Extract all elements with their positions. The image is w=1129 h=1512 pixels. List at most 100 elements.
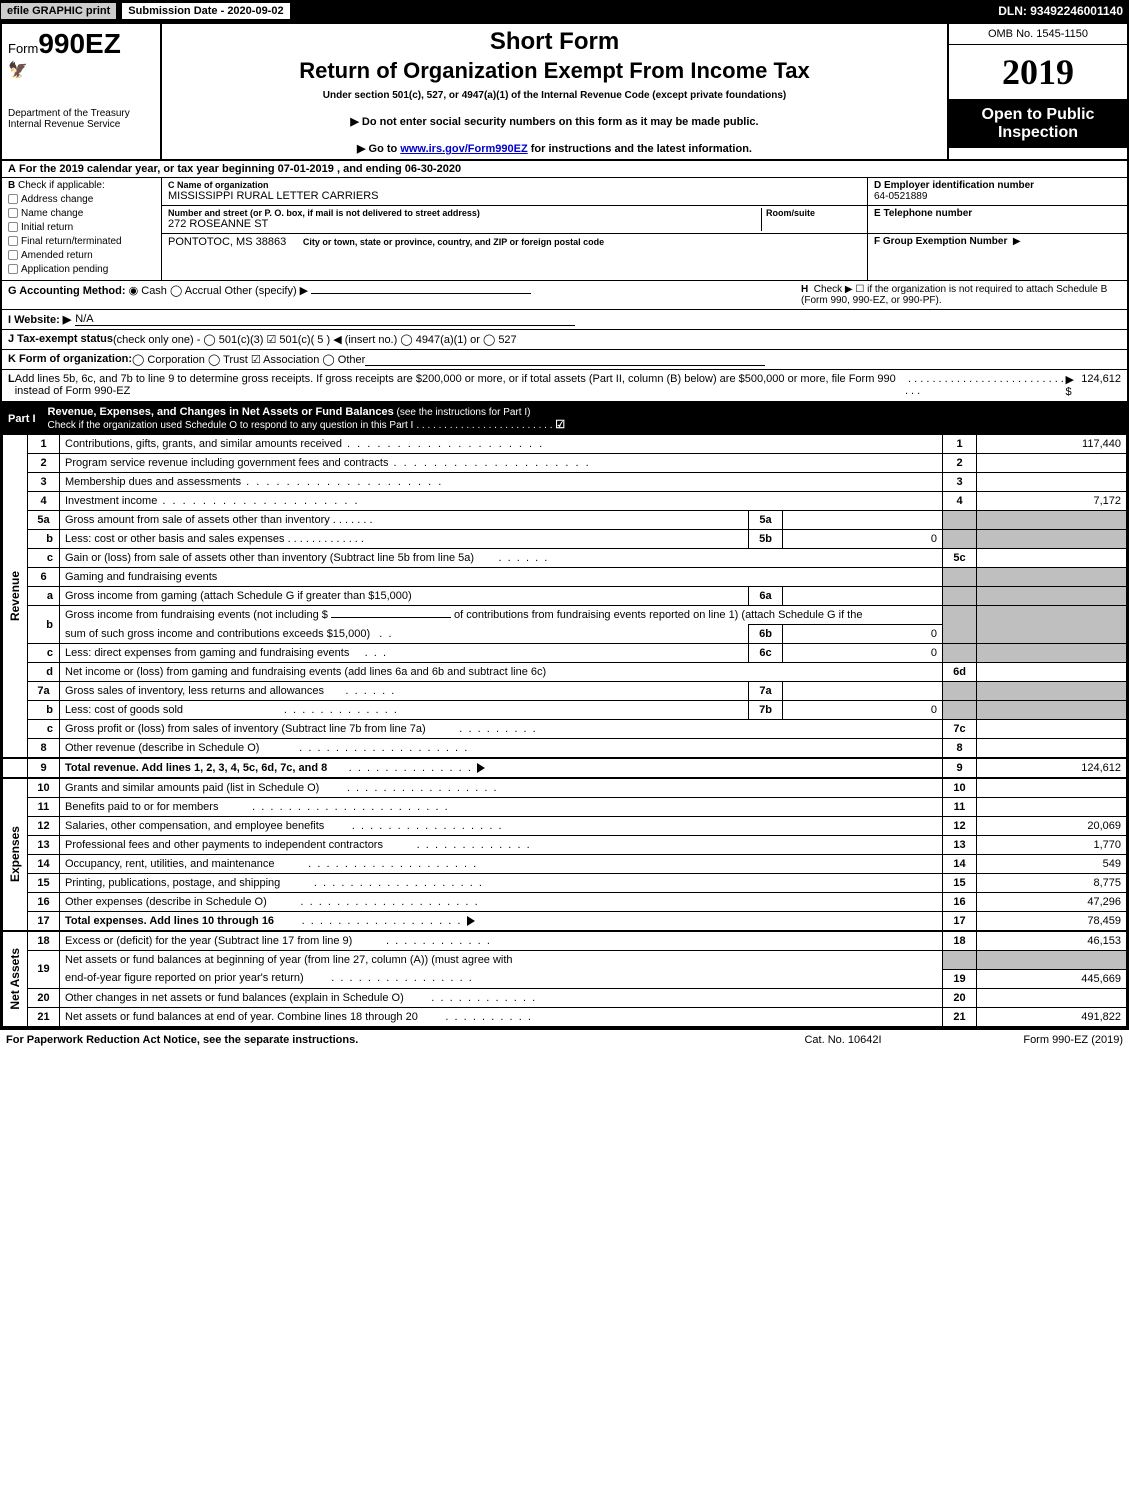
r17-rnum: 17	[943, 912, 977, 932]
r13-amt: 1,770	[977, 836, 1127, 855]
part-1-checkbox[interactable]: ☑	[555, 419, 565, 431]
r20-amt	[977, 988, 1127, 1007]
row-5c: c Gain or (loss) from sale of assets oth…	[3, 549, 1127, 568]
r8-amt	[977, 739, 1127, 759]
city-value: PONTOTOC, MS 38863	[168, 236, 286, 248]
row-6a: a Gross income from gaming (attach Sched…	[3, 587, 1127, 606]
city-label: City or town, state or province, country…	[303, 237, 604, 247]
r9-arrow-icon	[477, 763, 485, 773]
checkbox-name-change[interactable]	[8, 208, 18, 218]
r5a-ma	[783, 511, 943, 530]
row-4: 4 Investment income 4 7,172	[3, 492, 1127, 511]
row-19-2: end-of-year figure reported on prior yea…	[3, 969, 1127, 988]
r5b-ma: 0	[783, 530, 943, 549]
line-k-other-input[interactable]	[365, 353, 765, 366]
group-exemption-arrow: ▶	[1013, 236, 1021, 247]
dln-label: DLN: 93492246001140	[998, 4, 1129, 18]
r7a-num: 7a	[28, 682, 60, 701]
r7c-num: c	[28, 720, 60, 739]
cb-label-2: Initial return	[21, 222, 73, 233]
group-exemption-label: F Group Exemption Number	[874, 236, 1007, 247]
row-10: Expenses 10 Grants and similar amounts p…	[3, 778, 1127, 798]
row-18: Net Assets 18 Excess or (deficit) for th…	[3, 931, 1127, 951]
checkbox-initial-return[interactable]	[8, 222, 18, 232]
r7a-mn: 7a	[749, 682, 783, 701]
phone-label: E Telephone number	[874, 208, 1121, 219]
row-13: 13 Professional fees and other payments …	[3, 836, 1127, 855]
r6b-blank[interactable]	[331, 617, 451, 618]
r20-num: 20	[28, 988, 60, 1007]
r15-rnum: 15	[943, 874, 977, 893]
form-header: Form990EZ 🦅 Department of the Treasury I…	[2, 24, 1127, 161]
row-11: 11 Benefits paid to or for members . . .…	[3, 798, 1127, 817]
line-l-text: Add lines 5b, 6c, and 7b to line 9 to de…	[15, 373, 905, 398]
r16-amt: 47,296	[977, 893, 1127, 912]
checkbox-application-pending[interactable]	[8, 264, 18, 274]
row-19-1: 19 Net assets or fund balances at beginn…	[3, 951, 1127, 970]
line-k: K Form of organization: ◯ Corporation ◯ …	[2, 350, 1127, 370]
r9-desc: Total revenue. Add lines 1, 2, 3, 4, 5c,…	[65, 762, 327, 774]
open-to-public-badge: Open to Public Inspection	[949, 100, 1127, 148]
r11-num: 11	[28, 798, 60, 817]
row-17: 17 Total expenses. Add lines 10 through …	[3, 912, 1127, 932]
row-12: 12 Salaries, other compensation, and emp…	[3, 817, 1127, 836]
r7c-desc: Gross profit or (loss) from sales of inv…	[65, 723, 426, 735]
r7b-mn: 7b	[749, 701, 783, 720]
row-6c: c Less: direct expenses from gaming and …	[3, 644, 1127, 663]
line-l-amount: 124,612	[1081, 373, 1121, 398]
part-1-header: Part I Revenue, Expenses, and Changes in…	[2, 403, 1127, 434]
r14-rnum: 14	[943, 855, 977, 874]
r19-amt: 445,669	[977, 969, 1127, 988]
r5c-desc: Gain or (loss) from sale of assets other…	[65, 552, 474, 564]
line-a-label: A	[8, 163, 16, 175]
line-a-begin: 07-01-2019	[278, 163, 334, 175]
r5c-rnum: 5c	[943, 549, 977, 568]
checkbox-final-return[interactable]	[8, 236, 18, 246]
r6-rnum-shade	[943, 568, 977, 587]
r5b-num: b	[28, 530, 60, 549]
r1-num: 1	[28, 435, 60, 454]
goto-link[interactable]: www.irs.gov/Form990EZ	[400, 143, 527, 155]
row-6d: d Net income or (loss) from gaming and f…	[3, 663, 1127, 682]
r17-amt: 78,459	[977, 912, 1127, 932]
line-i-label: I Website: ▶	[8, 313, 71, 326]
r10-desc: Grants and similar amounts paid (list in…	[65, 782, 319, 794]
lines-table: Revenue 1 Contributions, gifts, grants, …	[2, 434, 1127, 1027]
r7c-amt	[977, 720, 1127, 739]
goto-line: ▶ Go to www.irs.gov/Form990EZ for instru…	[170, 142, 939, 155]
short-form-title: Short Form	[170, 28, 939, 56]
line-g-other-input[interactable]	[311, 293, 531, 294]
goto-suffix: for instructions and the latest informat…	[528, 143, 752, 155]
efile-print-button[interactable]: efile GRAPHIC print	[0, 2, 117, 20]
r19-amt-shade	[977, 951, 1127, 970]
r17-arrow-icon	[467, 916, 475, 926]
r3-desc: Membership dues and assessments	[65, 476, 443, 488]
r12-num: 12	[28, 817, 60, 836]
r21-desc: Net assets or fund balances at end of ye…	[65, 1011, 418, 1023]
row-5a: 5a Gross amount from sale of assets othe…	[3, 511, 1127, 530]
line-a-mid: , and ending	[334, 163, 405, 175]
r10-num: 10	[28, 778, 60, 798]
r6a-desc: Gross income from gaming (attach Schedul…	[60, 587, 749, 606]
checkbox-address-change[interactable]	[8, 194, 18, 204]
line-j-text: (check only one) - ◯ 501(c)(3) ☑ 501(c)(…	[113, 333, 517, 346]
cb-label-1: Name change	[21, 208, 83, 219]
goto-prefix: ▶ Go to	[357, 143, 400, 155]
checkbox-amended-return[interactable]	[8, 250, 18, 260]
r6c-rnum-shade	[943, 644, 977, 663]
r18-rnum: 18	[943, 931, 977, 951]
website-value: N/A	[75, 313, 575, 326]
r5b-mn: 5b	[749, 530, 783, 549]
r9-num: 9	[28, 758, 60, 778]
section-d: D Employer identification number 64-0521…	[868, 178, 1127, 206]
r7b-rnum-shade	[943, 701, 977, 720]
row-9: 9 Total revenue. Add lines 1, 2, 3, 4, 5…	[3, 758, 1127, 778]
r2-desc: Program service revenue including govern…	[65, 457, 591, 469]
r9-vlabel	[3, 758, 28, 778]
section-f: F Group Exemption Number ▶	[868, 234, 1127, 262]
r4-rnum: 4	[943, 492, 977, 511]
header-middle: Short Form Return of Organization Exempt…	[162, 24, 947, 159]
r19-num: 19	[28, 951, 60, 989]
netassets-side-label: Net Assets	[3, 931, 28, 1026]
cb-label-5: Application pending	[21, 264, 108, 275]
